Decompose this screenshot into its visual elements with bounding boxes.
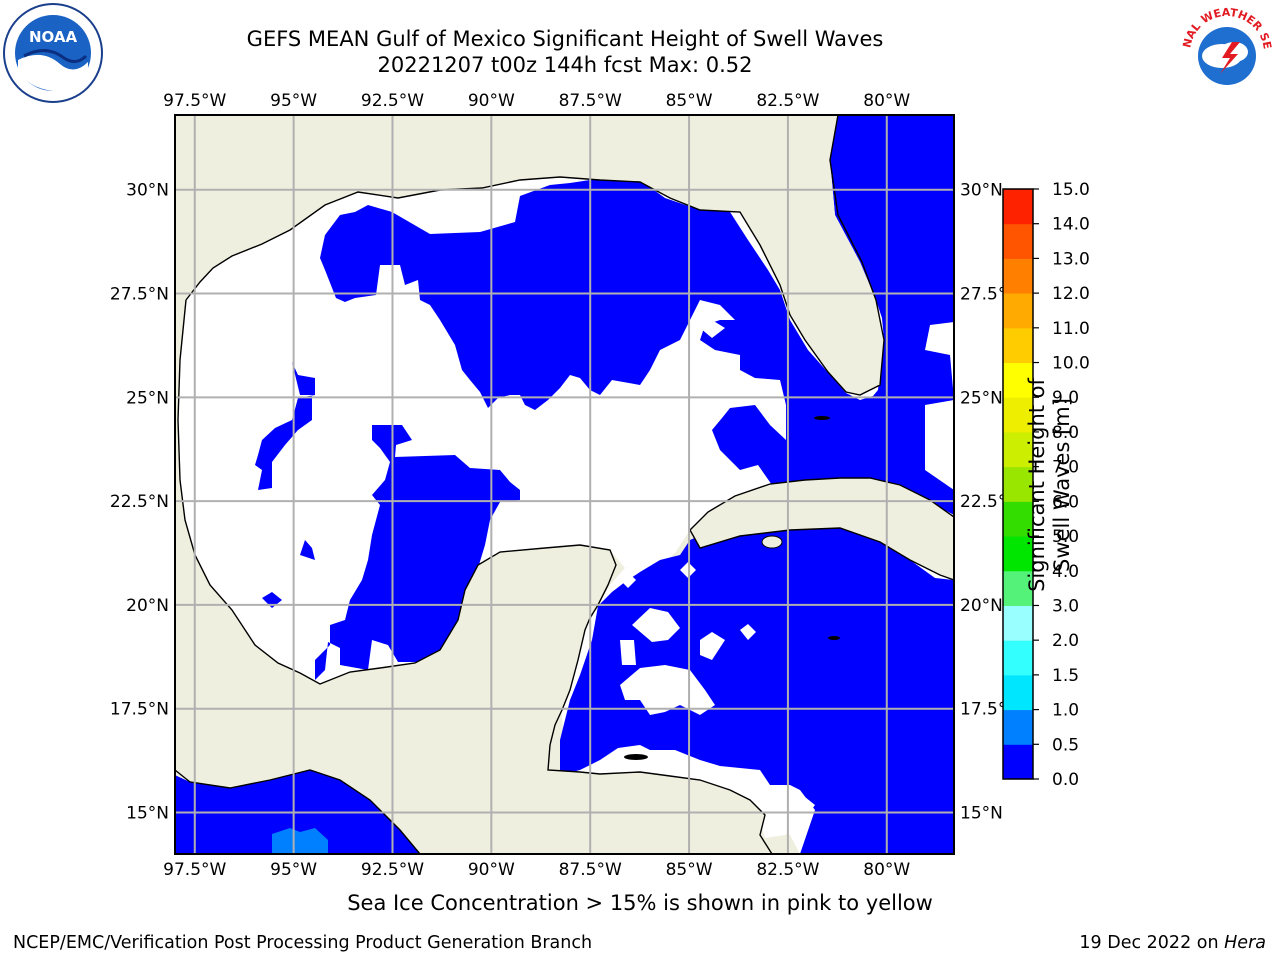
lon-tick-label-top: 80°W <box>863 91 910 111</box>
caribbean-no-swell-patch <box>620 665 715 715</box>
colorbar-tick-label: 4.0 <box>1052 562 1079 582</box>
lon-tick-label-top: 92.5°W <box>361 91 424 111</box>
lat-tick-label-left: 30°N <box>126 181 169 201</box>
colorbar-segment <box>1003 744 1033 780</box>
land-florida <box>175 115 884 395</box>
islands <box>624 416 840 760</box>
sea-ice-note: Sea Ice Concentration > 15% is shown in … <box>347 891 933 915</box>
nws-logo-icon: NATIONAL WEATHER SERVICE <box>1176 2 1276 102</box>
colorbar-segment <box>1003 709 1033 745</box>
colorbar-tick-label: 0.5 <box>1052 735 1079 755</box>
colorbar-tick-label: 7.0 <box>1052 458 1079 478</box>
colorbar-tick-label: 2.0 <box>1052 631 1079 651</box>
gulf-no-swell-patch <box>640 395 656 410</box>
caribbean-no-swell-patch <box>620 572 636 588</box>
gulf-swell-region-bay <box>300 540 315 560</box>
lat-tick-label-right: 15°N <box>960 803 1003 823</box>
lon-tick-label-bottom: 95°W <box>270 860 317 880</box>
colorbar-segment <box>1003 536 1033 572</box>
gulf-no-swell-patch <box>700 320 725 338</box>
coastline <box>175 115 954 854</box>
lat-tick-label-right: 20°N <box>960 596 1003 616</box>
colorbar-tick-label: 9.0 <box>1052 388 1079 408</box>
colorbar: 0.0 0.5 1.0 1.5 2.0 3.0 4.0 5.0 6.0 7.0 8.0 9.0 10.0… <box>1002 180 1090 790</box>
colorbar-tick-label: 6.0 <box>1052 492 1079 512</box>
date-text: 19 Dec 2022 on <box>1079 933 1219 953</box>
colorbar-tick-label: 12.0 <box>1052 284 1090 304</box>
caribbean-swell-region <box>560 528 954 854</box>
chart-subtitle: 20221207 t00z 144h fcst Max: 0.52 <box>377 53 753 77</box>
caribbean-no-swell-patch <box>620 640 636 665</box>
colorbar-segment <box>1003 293 1033 329</box>
lon-tick-label-bottom: 90°W <box>468 860 515 880</box>
colorbar-segment <box>1003 362 1033 398</box>
colorbar-segment <box>1003 223 1033 259</box>
colorbar-title: Significant Height of Swell Waves [m] <box>1025 378 1074 592</box>
colorbar-segment <box>1003 570 1033 606</box>
lon-tick-label-bottom: 97.5°W <box>163 860 226 880</box>
lon-tick-label-bottom: 87.5°W <box>559 860 622 880</box>
lat-tick-label-left: 17.5°N <box>110 700 169 720</box>
colorbar-segment <box>1003 189 1033 225</box>
colorbar-tick-label: 3.0 <box>1052 596 1079 616</box>
host-name: Hera <box>1224 933 1266 953</box>
lat-tick-label-left: 22.5°N <box>110 492 169 512</box>
colorbar-segment <box>1003 327 1033 364</box>
colorbar-segment <box>1003 397 1033 433</box>
lon-tick-label-top: 82.5°W <box>756 91 819 111</box>
lat-tick-label-left: 25°N <box>126 388 169 408</box>
lon-tick-label-bottom: 92.5°W <box>361 860 424 880</box>
colorbar-segment <box>1003 674 1033 711</box>
land-yucatan <box>175 115 772 854</box>
colorbar-tick-label: 10.0 <box>1052 354 1090 374</box>
colorbar-segment <box>1003 605 1033 641</box>
lon-tick-label-bottom: 85°W <box>666 860 713 880</box>
colorbar-tick-label: 1.0 <box>1052 701 1079 721</box>
lon-tick-label-top: 90°W <box>468 91 515 111</box>
lat-tick-label-left: 15°N <box>126 803 169 823</box>
noaa-logo-text: NOAA <box>29 28 78 46</box>
caribbean-no-swell-patch <box>680 562 696 578</box>
lat-tick-label-left: 20°N <box>126 596 169 616</box>
lon-tick-label-top: 87.5°W <box>559 91 622 111</box>
gulf-swell-region-central <box>315 425 520 680</box>
colorbar-segment <box>1003 258 1033 294</box>
credit-text: NCEP/EMC/Verification Post Processing Pr… <box>13 933 593 953</box>
colorbar-segment <box>1003 431 1033 468</box>
caribbean-no-swell-patch <box>740 624 756 640</box>
map-frame <box>174 114 955 855</box>
lat-tick-label-right: 30°N <box>960 181 1003 201</box>
lat-tick-label-right: 25°N <box>960 388 1003 408</box>
gulf-swell-region-west <box>255 362 315 490</box>
colorbar-tick-label: 11.0 <box>1052 319 1090 339</box>
colorbar-tick-label: 5.0 <box>1052 527 1079 547</box>
gridlines <box>175 115 954 854</box>
colorbar-tick-label: 0.0 <box>1052 770 1079 790</box>
lon-tick-label-bottom: 82.5°W <box>756 860 819 880</box>
pacific-swell-patch <box>272 828 328 854</box>
colorbar-tick-label: 8.0 <box>1052 423 1079 443</box>
colorbar-segment <box>1003 640 1033 676</box>
date-stamp: 19 Dec 2022 on Hera <box>1079 933 1266 953</box>
lon-tick-label-top: 95°W <box>270 91 317 111</box>
lon-tick-label-bottom: 80°W <box>863 860 910 880</box>
colorbar-tick-label: 14.0 <box>1052 215 1090 235</box>
caribbean-no-swell-patch <box>700 632 725 660</box>
noaa-logo-icon: NOAA <box>3 3 103 103</box>
lat-tick-label-left: 27.5°N <box>110 285 169 305</box>
gulf-swell-region-north <box>320 115 954 515</box>
chart-title: GEFS MEAN Gulf of Mexico Significant Hei… <box>246 27 884 51</box>
colorbar-segment <box>1003 501 1033 537</box>
colorbar-segment <box>1003 466 1033 502</box>
colorbar-frame <box>1002 188 1034 780</box>
colorbar-tick-label: 13.0 <box>1052 249 1090 269</box>
lon-tick-label-top: 97.5°W <box>163 91 226 111</box>
gulf-no-swell-patch <box>596 415 612 435</box>
caribbean-no-swell-patch <box>632 608 680 642</box>
colorbar-tick-label: 1.5 <box>1052 666 1079 686</box>
colorbar-tick-label: 15.0 <box>1052 180 1090 200</box>
lon-tick-label-top: 85°W <box>666 91 713 111</box>
land-cuba <box>690 478 954 580</box>
